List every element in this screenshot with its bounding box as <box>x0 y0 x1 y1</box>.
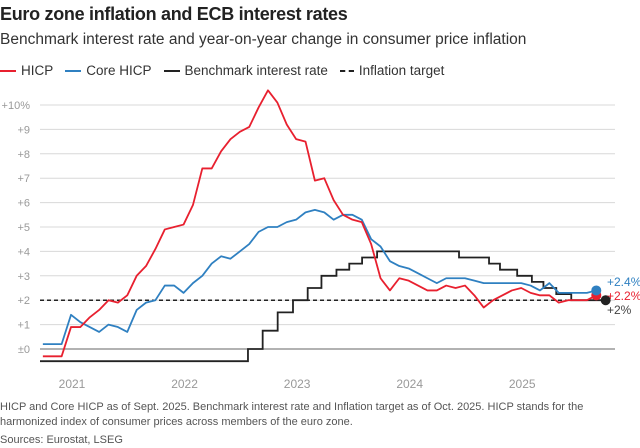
benchmark-rate-line <box>40 250 606 363</box>
legend-item-hicp: HICP <box>0 63 53 78</box>
legend-item-benchmark-rate: Benchmark interest rate <box>163 63 328 78</box>
x-tick-label: 2022 <box>171 377 198 391</box>
legend-swatch <box>339 69 354 72</box>
core-hicp-line <box>42 209 597 346</box>
y-tick-label: +1 <box>17 320 30 332</box>
chart-subtitle: Benchmark interest rate and year-on-year… <box>0 31 527 48</box>
legend-swatch <box>0 69 16 72</box>
legend-label: HICP <box>21 63 54 78</box>
y-tick-label: +2 <box>17 295 30 307</box>
rate-end-dot <box>600 295 611 306</box>
legend-label: Core HICP <box>86 63 152 78</box>
legend-label: Inflation target <box>358 63 445 78</box>
chart-plot: ±0 +1 +2 +3 +4 +5 +6 +7 +8 +9 +10% 2021 2022 2023 2024… <box>2 89 640 391</box>
y-tick-label: +3 <box>17 271 30 283</box>
y-tick-label: +6 <box>17 198 30 210</box>
y-tick-label: +9 <box>17 124 30 136</box>
end-value-label: +2% <box>607 303 632 317</box>
y-tick-label: +7 <box>17 173 30 185</box>
core-hicp-end-dot <box>591 285 602 296</box>
y-tick-label: +5 <box>17 222 30 234</box>
y-tick-label: +4 <box>17 246 30 258</box>
legend-item-inflation-target: Inflation target <box>339 63 445 78</box>
legend-label: Benchmark interest rate <box>184 63 328 78</box>
y-tick-label: +10% <box>2 100 31 112</box>
hicp-line <box>42 89 597 358</box>
x-tick-label: 2025 <box>509 377 536 391</box>
y-tick-label: +8 <box>17 149 30 161</box>
x-tick-label: 2024 <box>396 377 423 391</box>
end-value-label: +2.4% <box>607 275 640 289</box>
chart-title: Euro zone inflation and ECB interest rat… <box>0 4 348 24</box>
legend: HICP Core HICP Benchmark interest rate I… <box>0 63 444 78</box>
legend-swatch <box>163 69 180 72</box>
x-tick-label: 2021 <box>59 377 86 391</box>
y-tick-label: ±0 <box>18 344 30 356</box>
legend-swatch <box>65 69 82 72</box>
footnote: HICP and Core HICP as of Sept. 2025. Ben… <box>0 401 584 428</box>
legend-item-core-hicp: Core HICP <box>65 63 152 78</box>
end-value-label: +2.2% <box>607 289 640 303</box>
x-tick-label: 2023 <box>284 377 311 391</box>
sources: Sources: Eurostat, LSEG <box>0 434 123 446</box>
